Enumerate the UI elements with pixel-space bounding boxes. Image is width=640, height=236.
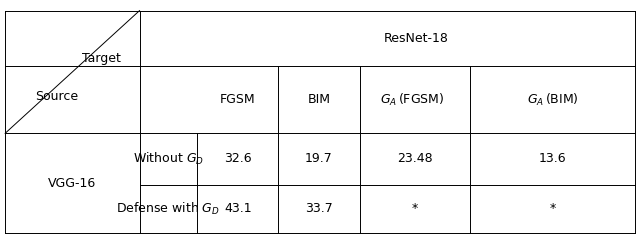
Text: 32.6: 32.6 — [224, 152, 252, 165]
Text: Source: Source — [35, 90, 77, 103]
Text: FGSM: FGSM — [220, 93, 255, 106]
Text: 33.7: 33.7 — [305, 202, 333, 215]
Text: Target: Target — [83, 52, 122, 65]
Text: $G_A$$\,$(BIM): $G_A$$\,$(BIM) — [527, 92, 579, 108]
Text: 19.7: 19.7 — [305, 152, 333, 165]
Text: Without $G_D$: Without $G_D$ — [132, 151, 204, 167]
Text: Defense with $G_D$: Defense with $G_D$ — [116, 201, 220, 217]
Text: *: * — [550, 202, 556, 215]
Text: 23.48: 23.48 — [397, 152, 433, 165]
Text: *: * — [412, 202, 418, 215]
Text: ResNet-18: ResNet-18 — [383, 32, 449, 45]
Text: 13.6: 13.6 — [539, 152, 566, 165]
Text: VGG-16: VGG-16 — [48, 177, 97, 190]
Text: $G_A$$\,$(FGSM): $G_A$$\,$(FGSM) — [380, 92, 444, 108]
Text: BIM: BIM — [308, 93, 330, 106]
Text: 43.1: 43.1 — [224, 202, 252, 215]
